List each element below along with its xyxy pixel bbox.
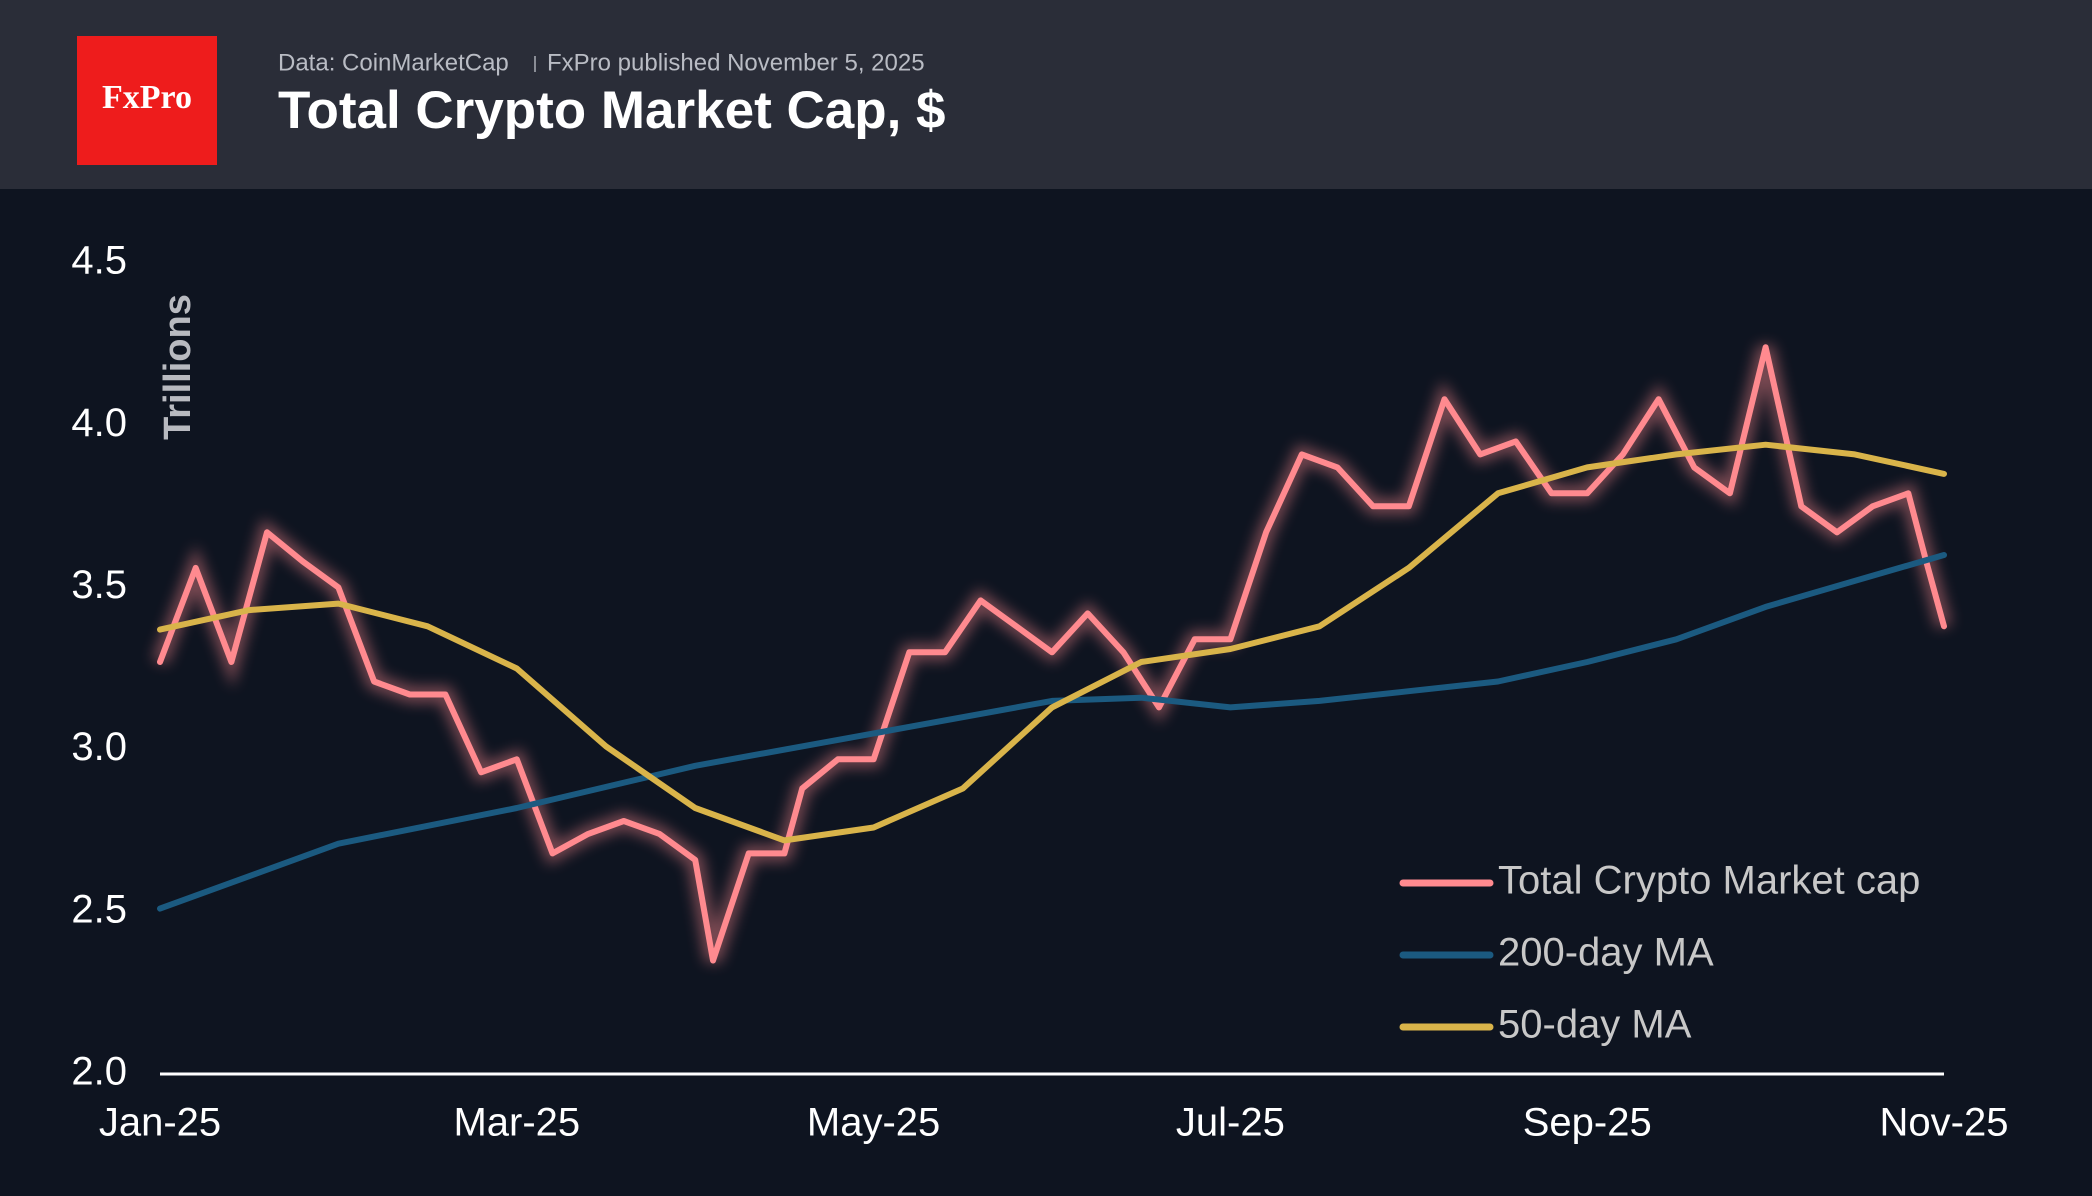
y-tick-label: 2.0	[71, 1050, 127, 1094]
y-tick-label: 4.0	[71, 401, 127, 445]
y-axis-label: Trillions	[157, 294, 199, 440]
y-tick-label: 3.5	[71, 563, 127, 607]
legend-label: Total Crypto Market cap	[1498, 859, 1920, 903]
x-tick-label: Jul-25	[1176, 1101, 1285, 1145]
line	[157, 552, 1947, 912]
logo-box	[77, 36, 217, 165]
logo: FxPro	[102, 79, 192, 116]
y-tick-label: 3.0	[71, 725, 127, 769]
legend-label: 50-day MA	[1498, 1003, 1692, 1047]
x-tick-label: Jan-25	[99, 1101, 221, 1145]
line	[157, 344, 1947, 964]
legend-label: 200-day MA	[1498, 931, 1714, 975]
y-tick-label: 4.5	[71, 239, 127, 283]
line	[157, 441, 1947, 844]
x-tick-label: Nov-25	[1880, 1101, 2009, 1145]
chart-title: Total Crypto Market Cap, $	[278, 81, 946, 140]
y-tick-label: 2.5	[71, 887, 127, 931]
x-tick-label: Sep-25	[1523, 1101, 1652, 1145]
header-band	[0, 0, 2092, 189]
source: Data: CoinMarketCap	[278, 49, 509, 76]
published: FxPro published November 5, 2025	[547, 49, 925, 76]
x-tick-label: Mar-25	[453, 1101, 580, 1145]
x-tick-label: May-25	[807, 1101, 940, 1145]
